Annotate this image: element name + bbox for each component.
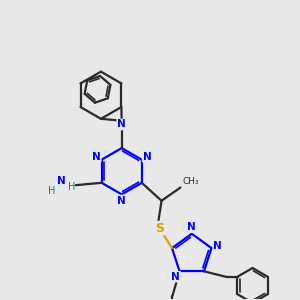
Text: N: N [57,176,66,186]
Text: N: N [188,222,196,232]
Text: H: H [48,186,56,196]
Text: S: S [155,222,164,235]
Text: N: N [92,152,101,162]
Text: N: N [213,241,222,251]
Text: H: H [68,182,76,192]
Text: N: N [171,272,180,282]
Text: CH₃: CH₃ [182,177,199,186]
Text: N: N [117,196,126,206]
Text: N: N [117,119,126,130]
Text: N: N [143,152,152,162]
